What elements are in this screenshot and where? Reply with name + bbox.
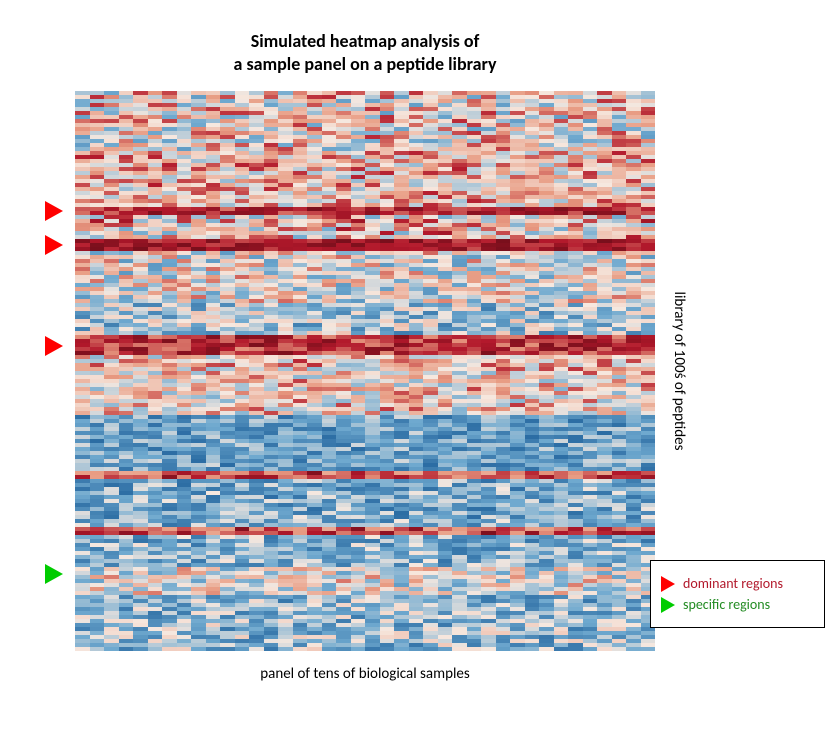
- specific-arrow-1: [45, 564, 63, 584]
- title-line-1: Simulated heatmap analysis of: [251, 30, 480, 52]
- dominant-arrow-2: [45, 235, 63, 255]
- dominant-arrow-1: [45, 201, 63, 221]
- chart-title: Simulated heatmap analysis of a sample p…: [75, 30, 655, 77]
- title-line-2: a sample panel on a peptide library: [233, 53, 496, 75]
- heatmap-grid: [75, 91, 655, 651]
- dominant-arrow-3: [45, 336, 63, 356]
